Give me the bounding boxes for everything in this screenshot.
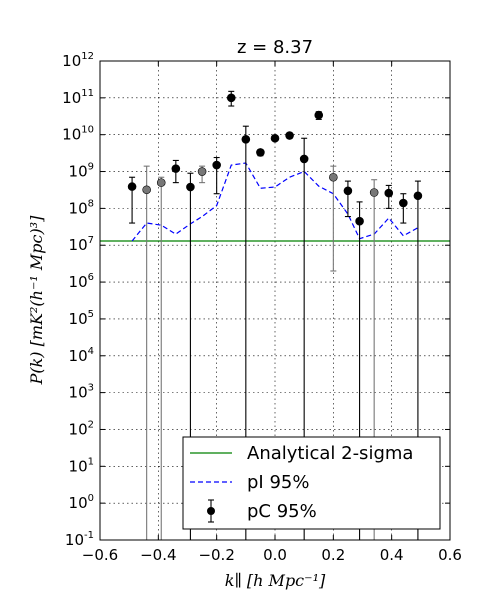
grid-lines bbox=[100, 61, 450, 540]
pC-95-point bbox=[329, 165, 338, 272]
pC-marker bbox=[241, 134, 251, 144]
legend-label: Analytical 2-sigma bbox=[247, 443, 413, 464]
pC-95-point bbox=[212, 156, 221, 195]
legend-label: pC 95% bbox=[247, 501, 317, 522]
pC-95-point bbox=[270, 133, 280, 143]
x-axis-label: k∥ [h Mpc⁻¹] bbox=[225, 571, 326, 590]
pC-marker bbox=[226, 93, 236, 103]
pC-marker bbox=[369, 188, 379, 197]
pC-marker bbox=[127, 182, 137, 191]
pC-marker bbox=[156, 178, 166, 187]
pC-marker bbox=[142, 185, 151, 195]
pI-95-layer bbox=[131, 162, 419, 242]
legend-swatch-marker bbox=[207, 507, 215, 515]
legend-label: pI 95% bbox=[247, 472, 309, 493]
x-tick-label: 0.4 bbox=[380, 546, 404, 564]
pC-marker bbox=[314, 110, 324, 120]
legend-box bbox=[182, 436, 441, 530]
pC-95-point bbox=[256, 148, 265, 157]
x-tick-label: 0.2 bbox=[321, 546, 345, 564]
y-tick-label: 106 bbox=[69, 272, 94, 291]
x-tick-label: 0.0 bbox=[263, 546, 287, 564]
y-tick-label: 107 bbox=[69, 235, 94, 254]
pC-marker bbox=[171, 164, 181, 173]
pI-95-curve bbox=[131, 162, 419, 242]
pC-95-point bbox=[399, 193, 408, 224]
x-tick-labels: −0.6 −0.4 −0.2 0.0 0.2 0.4 0.6 bbox=[82, 546, 462, 564]
y-tick-label: 103 bbox=[69, 383, 94, 402]
pC-marker bbox=[197, 167, 207, 176]
legend: Analytical 2-sigma pI 95% pC 95% bbox=[182, 436, 441, 530]
pC-marker bbox=[186, 182, 195, 192]
y-tick-label: 1012 bbox=[62, 51, 94, 70]
y-tick-label: 109 bbox=[69, 162, 94, 181]
pC-marker bbox=[355, 216, 364, 226]
y-tick-label: 101 bbox=[69, 456, 94, 475]
pC-marker bbox=[285, 131, 294, 140]
legend-entry: pI 95% bbox=[190, 472, 309, 493]
x-tick-label: 0.6 bbox=[438, 546, 462, 564]
y-tick-label: 104 bbox=[69, 346, 94, 365]
x-tick-label: −0.6 bbox=[82, 546, 118, 564]
pC-95-point bbox=[127, 176, 137, 224]
pC-marker bbox=[343, 186, 353, 196]
pC-marker bbox=[212, 160, 221, 170]
pC-95-point bbox=[384, 184, 394, 209]
legend-entry: pC 95% bbox=[207, 499, 317, 523]
y-tick-label: 10-1 bbox=[65, 530, 94, 549]
y-tick-label: 1011 bbox=[62, 88, 94, 107]
pC-marker bbox=[270, 133, 280, 143]
pC-marker bbox=[256, 148, 265, 157]
pC-marker bbox=[329, 172, 338, 182]
y-tick-label: 1010 bbox=[62, 125, 94, 144]
pC-95-point bbox=[142, 165, 151, 540]
legend-entry: Analytical 2-sigma bbox=[190, 443, 413, 464]
y-tick-label: 102 bbox=[69, 419, 94, 438]
y-tick-label: 105 bbox=[69, 309, 94, 328]
pC-95-point bbox=[343, 180, 353, 218]
x-tick-label: −0.2 bbox=[198, 546, 234, 564]
y-tick-labels: 1012 1011 1010 109 108 107 106 105 104 103 102 101 1… bbox=[62, 51, 94, 549]
y-tick-label: 100 bbox=[69, 493, 94, 512]
pC-95-point bbox=[197, 165, 207, 184]
pC-marker bbox=[399, 198, 408, 208]
chart-title: z = 8.37 bbox=[237, 37, 313, 58]
pC-95-point bbox=[226, 90, 236, 107]
pC-marker bbox=[384, 188, 394, 198]
pC-marker bbox=[299, 154, 309, 164]
x-tick-label: −0.4 bbox=[140, 546, 176, 564]
y-axis-label: P(k) [mK²(h⁻¹ Mpc)³] bbox=[27, 215, 46, 386]
pC-95-point bbox=[285, 131, 294, 140]
pC-95-point bbox=[156, 176, 166, 540]
pC-95-point bbox=[314, 110, 324, 120]
pC-95-point bbox=[171, 159, 181, 184]
pC-marker bbox=[413, 191, 423, 201]
axis-ticks bbox=[99, 60, 451, 541]
y-tick-label: 108 bbox=[69, 198, 94, 217]
